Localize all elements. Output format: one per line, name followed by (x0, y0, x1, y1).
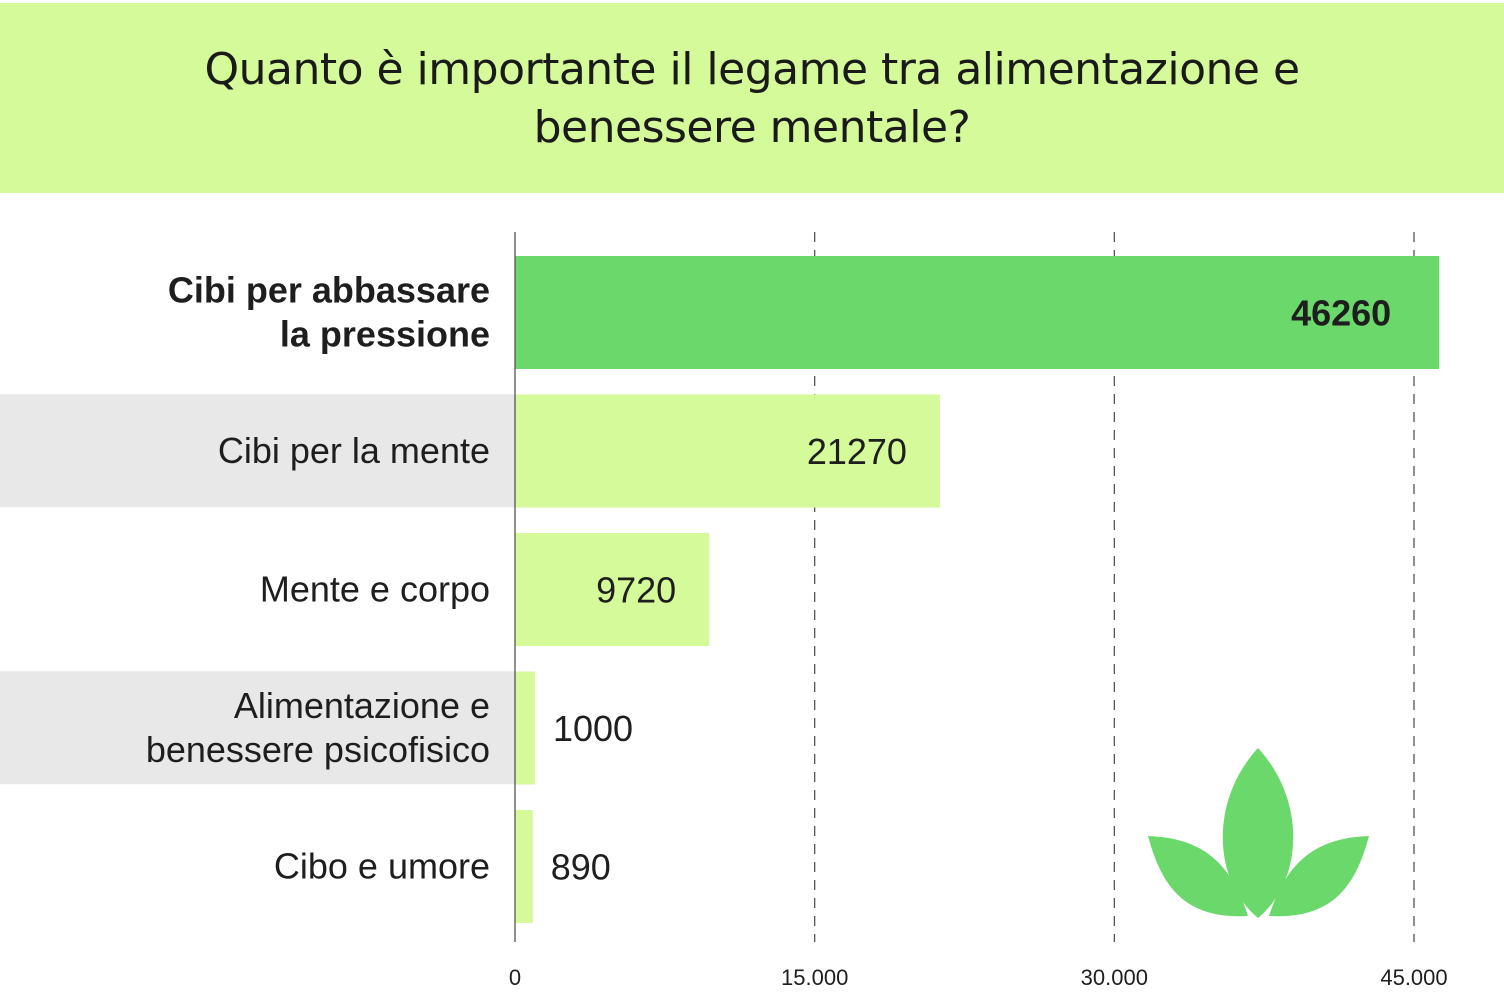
x-tick-label: 0 (509, 965, 521, 990)
category-label: Cibi per abbassare la pressione (168, 270, 490, 355)
category-labels: Cibi per abbassare la pressione Cibi per l… (146, 270, 490, 887)
category-label: Alimentazione e benessere psicofisico (146, 685, 490, 770)
row-stripes (0, 394, 515, 785)
value-label: 46260 (1291, 293, 1391, 334)
value-labels: 46260 21270 9720 1000 890 (551, 293, 1391, 888)
x-tick-label: 30.000 (1081, 965, 1148, 990)
bars (515, 256, 1440, 923)
x-tick-labels: 0 15.000 30.000 45.000 (509, 965, 1448, 990)
bar (515, 256, 1440, 369)
value-label: 890 (551, 847, 611, 888)
category-label: Cibi per la mente (218, 430, 490, 471)
bar (515, 671, 535, 785)
leaf-right-icon (1269, 836, 1369, 917)
value-label: 9720 (596, 570, 676, 611)
leaf-logo-icon (1148, 748, 1369, 918)
row-stripe (0, 394, 515, 508)
category-label: Mente e corpo (260, 569, 490, 610)
leaf-left-icon (1148, 836, 1248, 917)
value-label: 1000 (553, 708, 633, 749)
chart-title: Quanto è importante il legame tra alimen… (204, 44, 1300, 153)
value-label: 21270 (807, 431, 907, 472)
row-stripe (0, 671, 515, 785)
bar (515, 810, 533, 923)
leaf-center-icon (1222, 748, 1294, 918)
title-banner: Quanto è importante il legame tra alimen… (0, 3, 1504, 193)
category-label: Cibo e umore (274, 846, 490, 887)
x-tick-label: 45.000 (1380, 965, 1447, 990)
bar (515, 394, 940, 508)
x-tick-label: 15.000 (781, 965, 848, 990)
bar (515, 533, 710, 646)
